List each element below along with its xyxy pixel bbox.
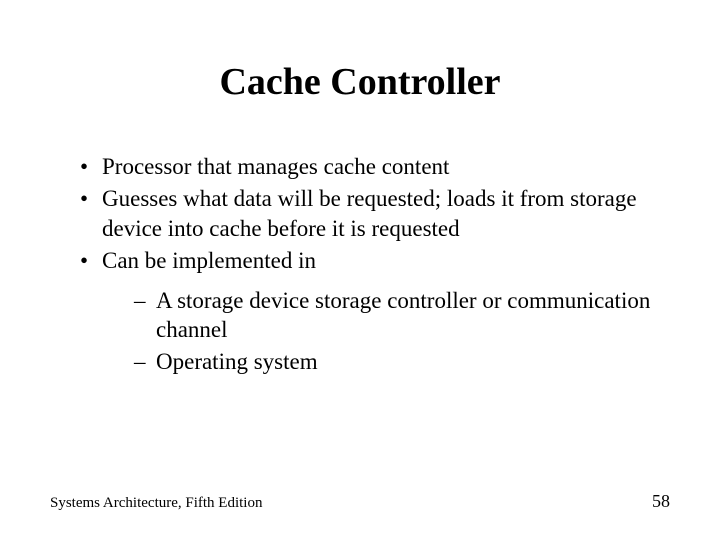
footer-source: Systems Architecture, Fifth Edition [50, 495, 262, 512]
bullet-text: Can be implemented in [102, 248, 316, 273]
bullet-item: Processor that manages cache content [80, 152, 670, 182]
page-number: 58 [652, 491, 670, 512]
slide-title: Cache Controller [50, 60, 670, 104]
sub-bullet-item: A storage device storage controller or c… [134, 286, 670, 346]
sub-bullet-list: A storage device storage controller or c… [102, 286, 670, 378]
slide-container: Cache Controller Processor that manages … [0, 0, 720, 540]
slide-footer: Systems Architecture, Fifth Edition 58 [50, 491, 670, 512]
sub-bullet-item: Operating system [134, 347, 670, 377]
bullet-item: Can be implemented in A storage device s… [80, 246, 670, 378]
bullet-item: Guesses what data will be requested; loa… [80, 184, 670, 244]
bullet-list: Processor that manages cache content Gue… [50, 152, 670, 377]
